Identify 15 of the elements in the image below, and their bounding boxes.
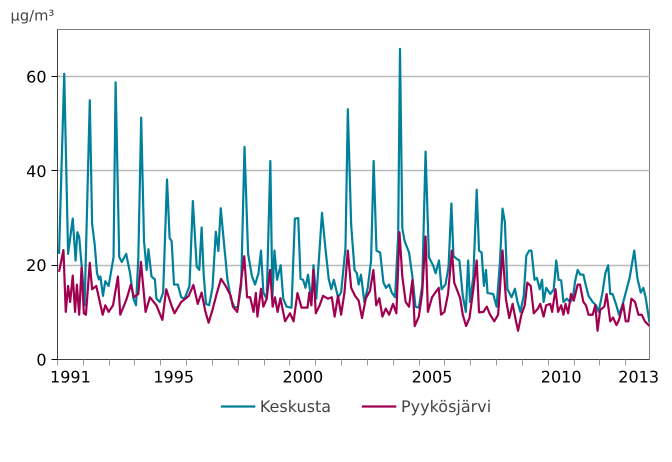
y-axis-title: µg/m³: [10, 8, 54, 24]
x-tick-label: 2005: [412, 368, 452, 386]
legend-label: Keskusta: [260, 396, 332, 416]
x-tick-label: 2000: [282, 368, 324, 386]
y-tick-label: 60: [26, 68, 46, 87]
x-tick-label: 2010: [540, 368, 582, 386]
y-tick-label: 40: [26, 162, 46, 181]
x-tick-label: 1995: [153, 368, 194, 386]
x-tick-label: 1991: [50, 368, 91, 386]
legend-label: Pyykösjärvi: [401, 396, 492, 416]
y-tick-label: 0: [36, 350, 47, 370]
line-series: [58, 48, 650, 324]
x-tick-label: 2013: [618, 368, 660, 386]
y-tick-label: 20: [26, 256, 46, 276]
line-series: [58, 231, 650, 332]
